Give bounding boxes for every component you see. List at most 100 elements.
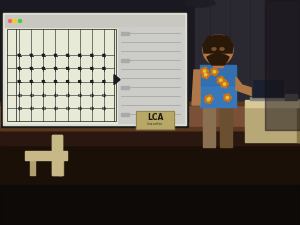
Polygon shape [30,68,33,69]
Polygon shape [90,54,93,56]
Circle shape [211,72,213,74]
Polygon shape [66,68,69,69]
Bar [297,99,300,142]
Polygon shape [18,68,20,69]
Polygon shape [18,54,20,56]
Bar [245,100,300,107]
Bar [245,106,300,142]
Circle shape [226,83,229,85]
Circle shape [203,72,208,77]
Circle shape [224,80,226,83]
Bar [121,86,129,89]
Bar [66,107,69,109]
Bar [0,102,300,105]
Circle shape [212,69,217,74]
Circle shape [211,97,213,100]
Circle shape [224,95,230,100]
Bar [3,13,186,125]
Bar [195,0,300,125]
Bar [200,65,236,107]
Circle shape [206,99,208,101]
Circle shape [224,95,226,97]
Bar [213,59,223,67]
Polygon shape [18,81,20,82]
Circle shape [213,70,216,73]
Bar [0,127,300,130]
Circle shape [204,67,207,70]
Bar [103,107,105,109]
Bar [54,107,57,109]
Bar [25,151,67,160]
Polygon shape [90,68,93,69]
Bar [220,107,232,147]
Polygon shape [114,75,120,85]
Circle shape [204,74,207,76]
Polygon shape [236,77,258,97]
Bar [58,158,63,175]
Bar [118,27,184,123]
Circle shape [208,97,210,100]
Bar [253,80,283,96]
Ellipse shape [220,48,224,50]
Bar [0,185,300,225]
Bar [285,94,297,100]
Circle shape [226,96,229,99]
Circle shape [203,35,233,65]
Bar [121,59,129,62]
Bar [0,127,300,225]
Circle shape [208,96,210,98]
Circle shape [222,81,227,87]
Bar [90,107,93,109]
Bar [52,135,62,175]
Circle shape [218,81,220,83]
Bar [42,107,45,109]
Bar [52,135,62,175]
Circle shape [222,79,225,81]
Polygon shape [103,68,105,69]
Circle shape [224,98,226,100]
Bar [5,15,184,27]
Polygon shape [54,81,57,82]
Polygon shape [66,54,69,56]
Polygon shape [103,81,105,82]
Circle shape [205,71,208,73]
Polygon shape [54,68,57,69]
Bar [0,102,300,130]
Polygon shape [78,81,81,82]
Circle shape [208,101,210,104]
Bar [250,97,288,100]
Bar [78,94,81,96]
Polygon shape [103,54,105,56]
Polygon shape [42,54,45,56]
Bar [66,94,69,96]
Bar [136,111,174,129]
Circle shape [220,82,223,84]
Circle shape [203,70,206,72]
Polygon shape [66,81,69,82]
Bar [30,107,33,109]
Circle shape [221,81,224,84]
Circle shape [204,72,207,75]
Polygon shape [30,81,33,82]
Bar [42,94,45,96]
Polygon shape [30,54,33,56]
Circle shape [210,98,212,101]
Bar [103,94,105,96]
Ellipse shape [165,0,205,7]
Bar [18,94,20,96]
Circle shape [201,68,203,71]
Polygon shape [42,81,45,82]
Circle shape [205,97,207,99]
Polygon shape [203,35,233,53]
Ellipse shape [212,48,216,50]
Circle shape [206,70,208,72]
Bar [7,29,116,121]
Text: LCA: LCA [147,113,163,122]
Circle shape [206,96,208,98]
Bar [90,94,93,96]
Polygon shape [78,54,81,56]
Circle shape [214,73,217,76]
Circle shape [202,68,207,74]
Circle shape [206,97,211,102]
Circle shape [221,85,224,87]
